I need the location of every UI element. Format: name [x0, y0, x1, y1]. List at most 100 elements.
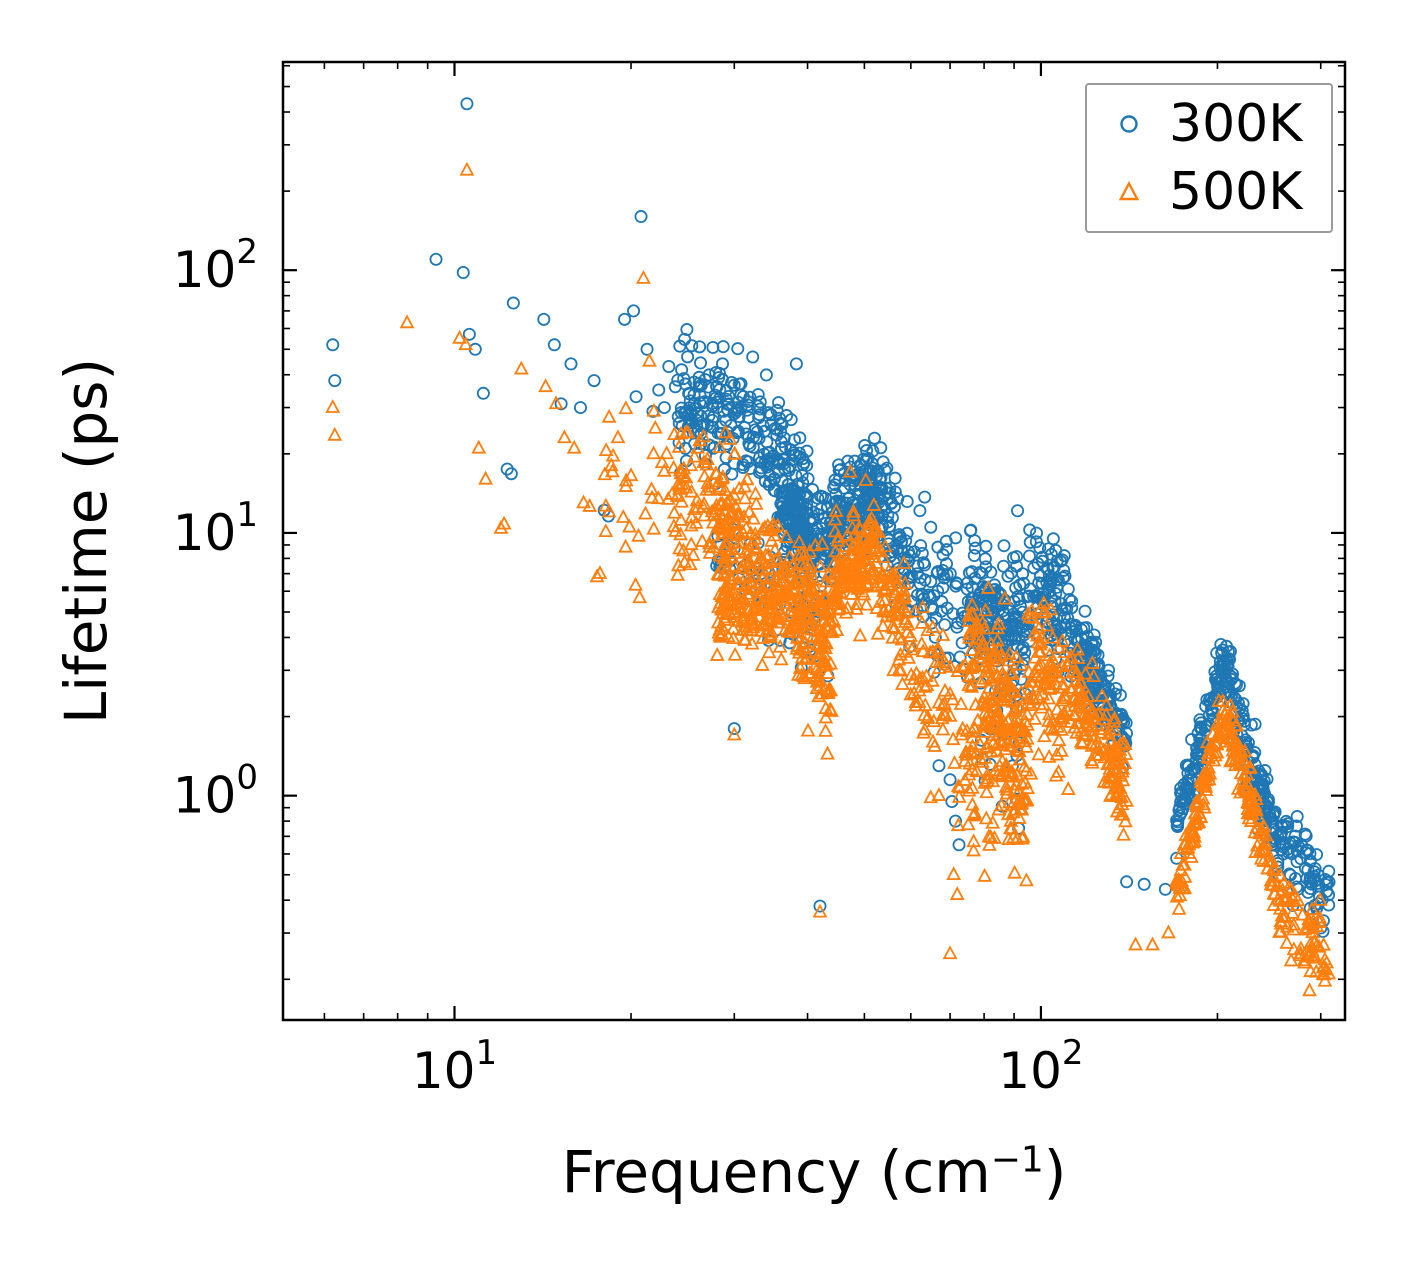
data-point-300k: [1303, 847, 1317, 861]
data-point-500k: [1117, 755, 1133, 770]
data-point-300k: [987, 583, 1001, 597]
data-point-300k: [730, 426, 744, 440]
data-point-300k: [915, 546, 929, 560]
data-point-500k: [699, 456, 715, 471]
data-point-300k: [476, 386, 490, 400]
data-point-500k: [610, 429, 626, 444]
data-point-500k: [922, 644, 938, 659]
data-point-300k: [936, 581, 950, 595]
data-point-500k: [741, 503, 757, 518]
data-point-500k: [1316, 957, 1332, 972]
data-point-500k: [906, 685, 922, 699]
data-point-500k: [977, 749, 993, 764]
data-point-500k: [628, 576, 643, 591]
data-point-500k: [905, 638, 921, 653]
data-point-500k: [1279, 934, 1295, 949]
data-point-500k: [674, 476, 690, 490]
data-point-500k: [859, 570, 875, 585]
data-point-500k: [1184, 817, 1199, 832]
data-point-500k: [835, 577, 850, 592]
data-point-300k: [758, 456, 772, 470]
data-point-500k: [687, 448, 702, 463]
data-point-300k: [681, 350, 695, 364]
data-point-500k: [1096, 721, 1112, 735]
data-point-500k: [722, 430, 738, 445]
data-point-500k: [1247, 787, 1263, 801]
data-point-500k: [746, 567, 762, 582]
data-point-500k: [858, 472, 874, 486]
legend-label-500k: 500K: [1169, 162, 1303, 223]
data-point-500k: [566, 439, 582, 454]
data-point-300k: [694, 356, 708, 370]
data-point-500k: [1273, 923, 1289, 938]
data-point-500k: [722, 490, 738, 505]
data-point-500k: [833, 584, 849, 599]
data-point-500k: [987, 642, 1003, 657]
data-point-500k: [770, 550, 785, 565]
circle-marker-icon: [1120, 114, 1138, 133]
data-point-300k: [1022, 589, 1036, 603]
data-point-300k: [1048, 594, 1062, 608]
data-point-500k: [1265, 877, 1281, 891]
data-point-300k: [1184, 766, 1198, 780]
data-point-500k: [720, 628, 736, 643]
data-point-500k: [812, 558, 828, 573]
data-point-500k: [1055, 710, 1071, 725]
data-point-500k: [814, 638, 830, 653]
data-point-500k: [811, 636, 827, 651]
data-point-500k: [1062, 653, 1078, 667]
data-point-500k: [719, 582, 734, 596]
data-point-300k: [832, 473, 846, 487]
data-point-500k: [923, 789, 939, 804]
data-point-300k: [662, 359, 676, 373]
data-point-300k: [789, 357, 803, 371]
data-point-500k: [915, 643, 931, 658]
data-point-300k: [682, 412, 696, 426]
data-point-500k: [833, 547, 849, 562]
data-point-300k: [685, 339, 699, 353]
data-point-500k: [678, 424, 694, 439]
data-point-500k: [849, 568, 865, 582]
data-point-500k: [973, 751, 989, 766]
data-point-500k: [815, 652, 831, 667]
data-point-500k: [672, 462, 688, 477]
data-point-500k: [1003, 820, 1018, 835]
data-point-300k: [1304, 877, 1318, 891]
data-point-300k: [965, 565, 979, 579]
data-point-500k: [949, 886, 965, 900]
data-point-500k: [592, 565, 608, 579]
data-point-500k: [1002, 645, 1018, 660]
data-point-500k: [909, 665, 924, 680]
data-point-500k: [1066, 707, 1082, 722]
data-point-500k: [1233, 765, 1249, 780]
data-point-500k: [646, 445, 661, 460]
data-point-300k: [1044, 575, 1058, 589]
data-point-500k: [995, 674, 1010, 689]
data-point-500k: [920, 622, 936, 637]
data-point-500k: [903, 686, 919, 701]
data-point-500k: [660, 490, 676, 505]
data-point-300k: [1223, 652, 1237, 666]
data-point-500k: [1025, 609, 1041, 624]
data-point-500k: [950, 817, 966, 832]
data-point-300k: [694, 409, 708, 423]
data-point-500k: [1258, 827, 1274, 842]
data-point-500k: [1007, 864, 1023, 879]
data-point-500k: [1053, 742, 1069, 757]
data-point-500k: [775, 584, 791, 599]
data-point-500k: [740, 600, 756, 614]
data-point-500k: [789, 630, 805, 644]
data-point-500k: [755, 630, 771, 644]
data-point-500k: [603, 457, 619, 472]
data-point-500k: [951, 788, 967, 803]
data-point-300k: [1010, 550, 1024, 564]
data-point-500k: [1224, 751, 1240, 766]
data-point-500k: [1030, 660, 1046, 675]
data-point-500k: [782, 603, 798, 617]
data-point-500k: [1045, 629, 1061, 644]
data-point-500k: [772, 638, 788, 653]
data-point-300k: [1261, 792, 1275, 806]
data-point-500k: [846, 503, 861, 518]
data-point-300k: [948, 814, 962, 828]
data-point-300k: [1223, 644, 1237, 658]
